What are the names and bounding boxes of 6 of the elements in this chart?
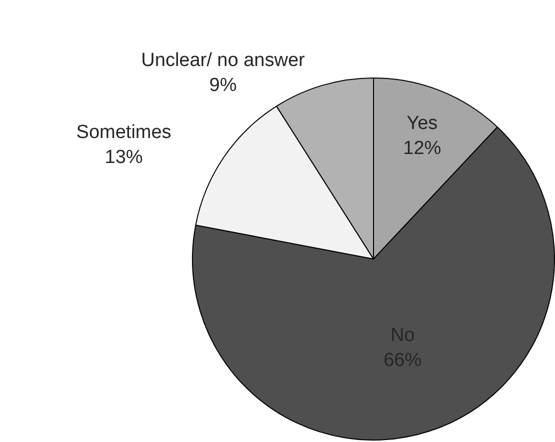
data-label: 13% [104, 146, 143, 168]
slice-label: Yes [406, 112, 438, 134]
slice-label: Unclear/ no answer [141, 50, 306, 71]
slice-label: Sometimes [76, 122, 172, 143]
data-label: 12% [403, 138, 442, 159]
data-label: 9% [209, 74, 237, 96]
